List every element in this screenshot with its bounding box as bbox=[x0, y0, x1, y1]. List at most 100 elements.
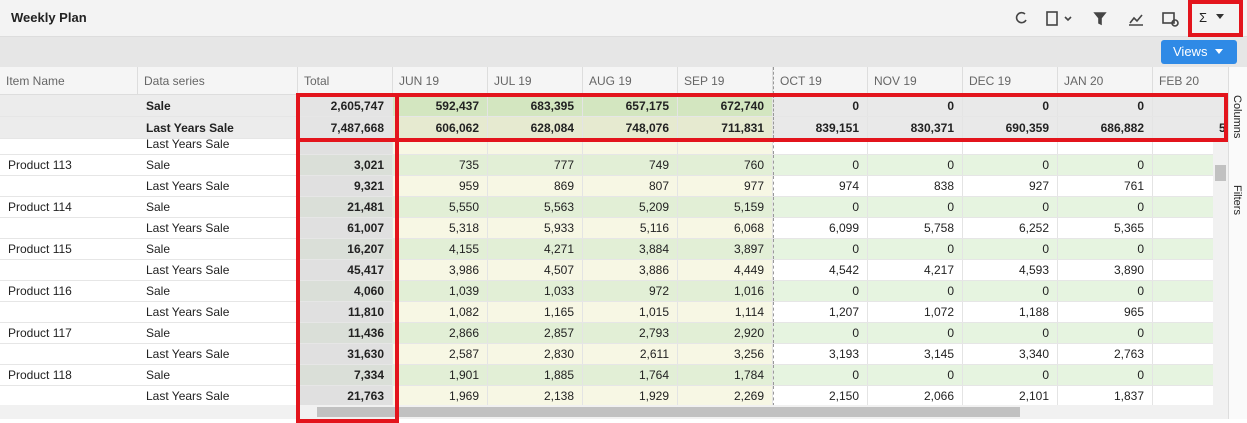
value-cell: 5,550 bbox=[393, 197, 488, 217]
value-cell: 1,901 bbox=[393, 365, 488, 385]
value-cell: 1,033 bbox=[488, 281, 583, 301]
value-cell: 0 bbox=[773, 155, 868, 175]
total-cell: 11,436 bbox=[298, 323, 393, 343]
item-cell: Product 116 bbox=[8, 284, 72, 298]
data-row: Product 117 Sale 11,436 2,866 2,857 2,793 2,92… bbox=[0, 323, 1213, 344]
total-cell: 11,810 bbox=[298, 302, 393, 322]
value-cell bbox=[488, 139, 583, 154]
sigma-button[interactable]: Σ bbox=[1199, 10, 1208, 25]
value-cell bbox=[1153, 302, 1213, 322]
table-settings-icon[interactable] bbox=[1162, 12, 1175, 24]
value-cell bbox=[963, 139, 1058, 154]
value-cell: 690,359 bbox=[963, 117, 1058, 138]
value-cell: 777 bbox=[488, 155, 583, 175]
total-cell: 31,630 bbox=[298, 344, 393, 364]
export-icon[interactable] bbox=[1046, 11, 1058, 26]
total-cell: 21,481 bbox=[298, 197, 393, 217]
columns-tab[interactable]: Columns bbox=[1231, 95, 1243, 139]
value-cell: 2,866 bbox=[393, 323, 488, 343]
value-cell: 0 bbox=[963, 365, 1058, 385]
value-cell: 830,371 bbox=[868, 117, 963, 138]
value-cell: 3,340 bbox=[963, 344, 1058, 364]
views-button[interactable]: Views bbox=[1161, 40, 1237, 64]
series-cell: Last Years Sale bbox=[146, 347, 230, 361]
item-cell bbox=[0, 344, 138, 364]
total-cell bbox=[298, 139, 393, 154]
header-row: Item Name Data series Total JUN 19 JUL 19 AUG… bbox=[0, 67, 1228, 95]
value-cell: 1,969 bbox=[393, 386, 488, 405]
value-cell: 5,563 bbox=[488, 197, 583, 217]
vertical-scrollbar[interactable] bbox=[1213, 139, 1228, 419]
value-cell: 2,611 bbox=[583, 344, 678, 364]
series-cell: Last Years Sale bbox=[146, 121, 234, 135]
value-cell: 5,933 bbox=[488, 218, 583, 238]
value-cell: 0 bbox=[963, 239, 1058, 259]
value-cell: 6,099 bbox=[773, 218, 868, 238]
value-cell: 2,587 bbox=[393, 344, 488, 364]
view-bar: Views bbox=[0, 37, 1247, 67]
value-cell bbox=[393, 139, 488, 154]
highlight-box bbox=[296, 93, 1228, 142]
value-cell bbox=[1153, 95, 1228, 116]
value-cell: 0 bbox=[1058, 239, 1153, 259]
pinned-row: Sale 2,605,747 592,437 683,395 657,175 672,74… bbox=[0, 95, 1228, 117]
value-cell: 2,830 bbox=[488, 344, 583, 364]
value-cell bbox=[773, 139, 868, 154]
value-cell: 672,740 bbox=[678, 95, 773, 116]
value-cell: 5,318 bbox=[393, 218, 488, 238]
value-cell: 4,449 bbox=[678, 260, 773, 280]
value-cell: 0 bbox=[868, 323, 963, 343]
value-cell: 686,882 bbox=[1058, 117, 1153, 138]
value-cell: 0 bbox=[1058, 155, 1153, 175]
value-cell: 5,159 bbox=[678, 197, 773, 217]
horizontal-scrollbar[interactable] bbox=[0, 405, 1213, 419]
value-cell: 972 bbox=[583, 281, 678, 301]
item-cell bbox=[0, 117, 138, 138]
filters-tab[interactable]: Filters bbox=[1231, 185, 1243, 215]
value-cell: 2,793 bbox=[583, 323, 678, 343]
value-cell bbox=[1153, 239, 1213, 259]
item-cell bbox=[0, 302, 138, 322]
column-header: OCT 19 bbox=[773, 67, 868, 94]
value-cell bbox=[1153, 197, 1213, 217]
toolbar-icons bbox=[1015, 11, 1179, 27]
value-cell bbox=[1153, 344, 1213, 364]
value-cell: 869 bbox=[488, 176, 583, 196]
filter-icon[interactable] bbox=[1093, 12, 1107, 26]
column-header: SEP 19 bbox=[678, 67, 773, 94]
value-cell: 838 bbox=[868, 176, 963, 196]
column-header: JAN 20 bbox=[1058, 67, 1153, 94]
series-cell: Sale bbox=[146, 158, 171, 172]
value-cell: 1,764 bbox=[583, 365, 678, 385]
export-caret[interactable] bbox=[1064, 16, 1072, 22]
scroll-thumb[interactable] bbox=[1215, 165, 1226, 181]
total-cell: 61,007 bbox=[298, 218, 393, 238]
sigma-caret bbox=[1216, 14, 1224, 19]
chart-icon[interactable] bbox=[1129, 14, 1143, 26]
value-cell: 4,217 bbox=[868, 260, 963, 280]
value-cell: 3,886 bbox=[583, 260, 678, 280]
value-cell: 748,076 bbox=[583, 117, 678, 138]
value-cell: 3,256 bbox=[678, 344, 773, 364]
data-row: Last Years Sale 9,321 959 869 807 977 974 838 92… bbox=[0, 176, 1213, 197]
refresh-icon[interactable] bbox=[1015, 11, 1027, 24]
item-cell bbox=[0, 386, 138, 405]
series-cell: Sale bbox=[146, 99, 171, 113]
item-cell: Product 115 bbox=[8, 242, 72, 256]
value-cell: 0 bbox=[1058, 281, 1153, 301]
column-header: Total bbox=[298, 67, 393, 94]
h-scroll-thumb[interactable] bbox=[317, 407, 1020, 417]
value-cell: 974 bbox=[773, 176, 868, 196]
value-cell: 557 bbox=[1153, 117, 1228, 138]
item-cell: Product 117 bbox=[8, 326, 72, 340]
series-cell: Last Years Sale bbox=[146, 139, 230, 151]
value-cell: 711,831 bbox=[678, 117, 773, 138]
value-cell: 0 bbox=[868, 155, 963, 175]
value-cell: 0 bbox=[963, 197, 1058, 217]
value-cell: 2,066 bbox=[868, 386, 963, 405]
value-cell: 1,082 bbox=[393, 302, 488, 322]
gear bbox=[1171, 19, 1179, 27]
value-cell bbox=[1153, 281, 1213, 301]
value-cell: 1,039 bbox=[393, 281, 488, 301]
highlight-box bbox=[296, 93, 399, 423]
